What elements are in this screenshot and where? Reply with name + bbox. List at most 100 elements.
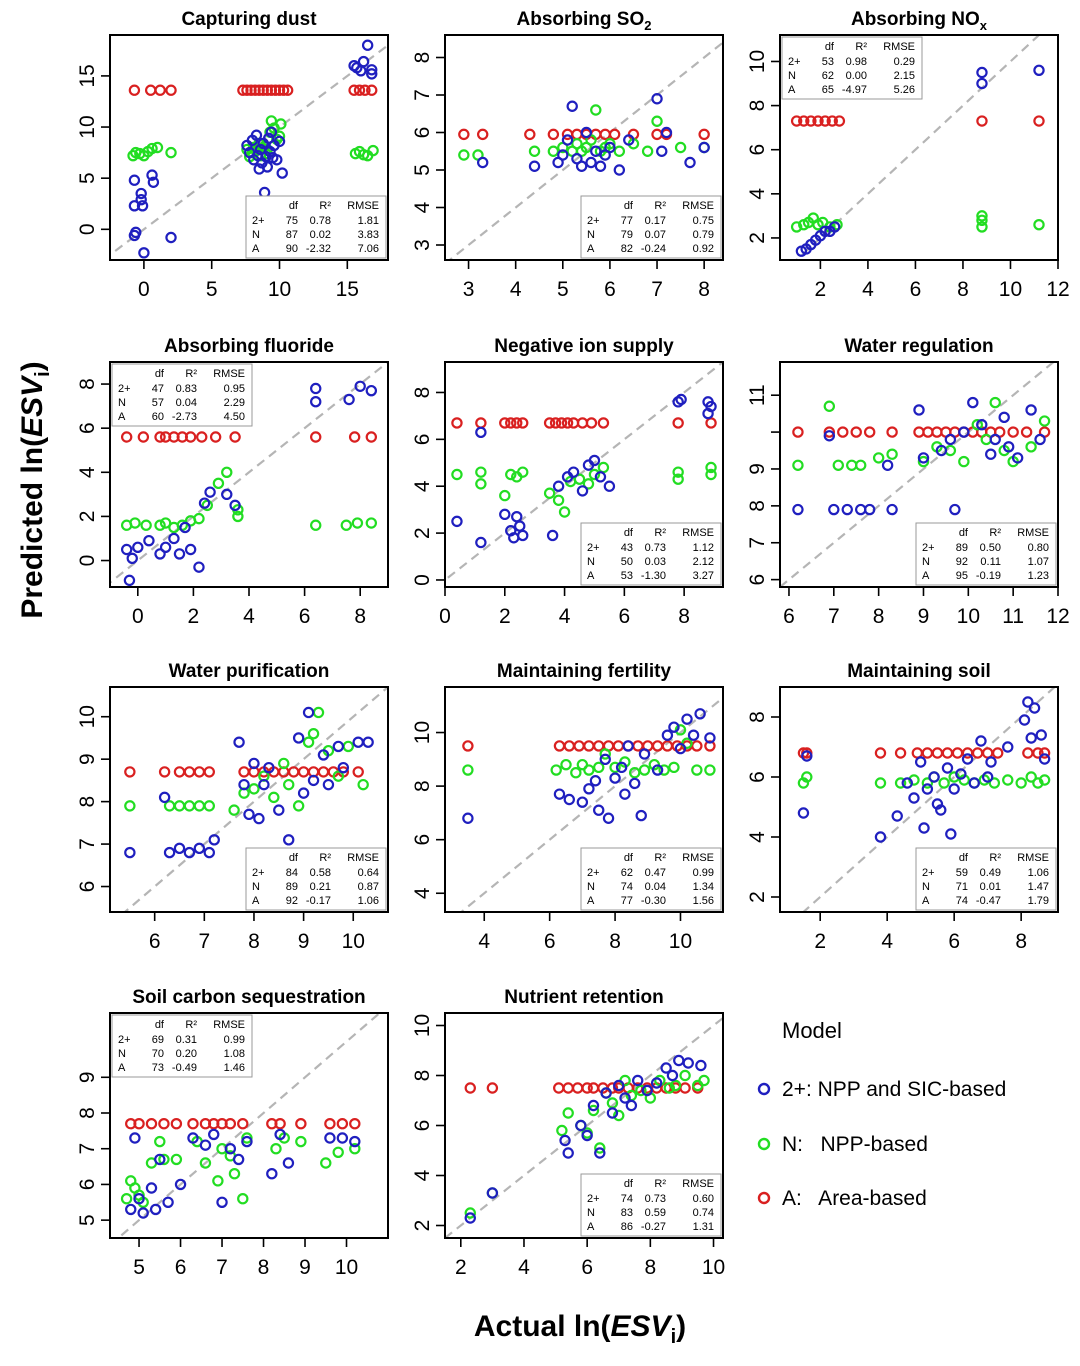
stats-header-r2: R² [654,200,666,212]
legend-item-a: A: Area-based [757,1187,927,1210]
stats-r2: 0.07 [645,229,666,241]
stats-rmse: 1.23 [1028,570,1049,582]
x-tick-label: 12 [1046,605,1069,628]
data-point [154,519,166,531]
data-point [451,515,463,528]
data-point [163,846,176,859]
y-tick-label: 9 [76,753,99,765]
data-point [159,541,172,553]
data-point [581,1129,593,1142]
stats-header-r2: R² [654,1178,666,1190]
stats-box-frame [580,195,722,259]
data-point [590,145,602,157]
data-point [587,1099,600,1112]
data-point [511,417,523,429]
data-point [576,485,589,497]
data-point [146,169,158,181]
data-point [557,149,569,161]
stats-header-rmse: RMSE [682,1178,714,1190]
x-tick-label: 10 [669,930,692,953]
data-point [651,764,664,776]
data-point [476,128,489,141]
data-point [663,1082,675,1094]
data-point [1018,714,1031,726]
data-point [203,766,215,778]
data-point [593,804,605,816]
data-point [162,1196,174,1208]
x-tick-label: 0 [138,278,150,301]
stats-r2: -0.19 [976,570,1001,582]
panel-1: Capturing dust df R² RMSE 2+ 75 0.78 1.81 N 87 0.0… [76,9,389,301]
data-point [366,68,378,80]
data-point [872,452,885,464]
data-point [812,115,824,127]
data-point [581,1082,593,1094]
data-point [228,1168,241,1180]
data-point [359,84,371,96]
plot-frame [109,1012,389,1239]
plot-frame [444,34,724,261]
stats-r2: -0.47 [976,895,1001,907]
stats-model: A [587,1221,595,1233]
stats-df: 74 [621,1193,633,1205]
stats-df: 77 [621,215,633,227]
data-point [948,783,960,795]
stats-header-rmse: RMSE [682,852,714,864]
data-point [552,480,565,492]
data-point [262,132,275,144]
data-point [632,1074,644,1087]
stats-rmse: 1.79 [1028,895,1049,907]
data-point [613,164,626,176]
stats-header-rmse: RMSE [883,41,915,53]
data-point [199,1139,212,1151]
data-point [855,459,867,471]
data-point [570,767,582,779]
data-point [320,1157,332,1169]
stats-model: 2+ [587,215,600,227]
y-tick-label: 6 [411,127,434,139]
stats-box-frame [111,1014,253,1078]
stats-box: df R² RMSE 2+ 84 0.58 0.64 N 89 0.21 0.87 A 92 -0.17 1… [245,847,387,911]
legend-item-2plus: 2+: NPP and SIC-based [757,1078,1006,1101]
stats-df: 83 [621,1207,633,1219]
data-point [863,426,876,438]
stats-header-r2: R² [989,527,1001,539]
data-point [798,115,810,127]
data-point [174,1178,187,1191]
y-tick-label: 7 [746,537,769,549]
stats-r2: 0.73 [645,542,666,554]
data-point [283,778,295,791]
data-point [563,793,575,806]
data-point [158,766,171,778]
stats-model: A [922,895,930,907]
data-point [349,1118,361,1130]
data-point [980,433,992,446]
stats-model: N [922,556,930,568]
data-point [571,128,583,141]
data-point [589,775,602,787]
data-point [988,777,1001,789]
stats-df: 84 [286,867,298,879]
x-tick-label: 7 [651,278,663,301]
data-point [258,778,270,791]
data-point [124,766,136,778]
series-2plus [795,64,1045,257]
stats-rmse: 0.99 [224,1034,245,1046]
data-point [138,247,150,259]
data-point [560,758,572,771]
data-point [165,84,177,96]
data-point [805,115,817,127]
legend-label-n: N: NPP-based [782,1133,928,1156]
x-tick-label: 8 [1015,930,1027,953]
data-point [588,468,601,481]
x-tick-label: 7 [198,930,210,953]
data-point [914,756,927,768]
x-tick-label: 8 [354,605,366,628]
stats-model: N [922,881,930,893]
identity-line [801,687,1057,912]
data-point [656,145,668,157]
stats-df: 60 [152,411,164,423]
data-point [179,521,191,534]
legend: Model 2+: NPP and SIC-based N: NPP-based… [757,1018,1006,1210]
data-point [674,724,687,736]
